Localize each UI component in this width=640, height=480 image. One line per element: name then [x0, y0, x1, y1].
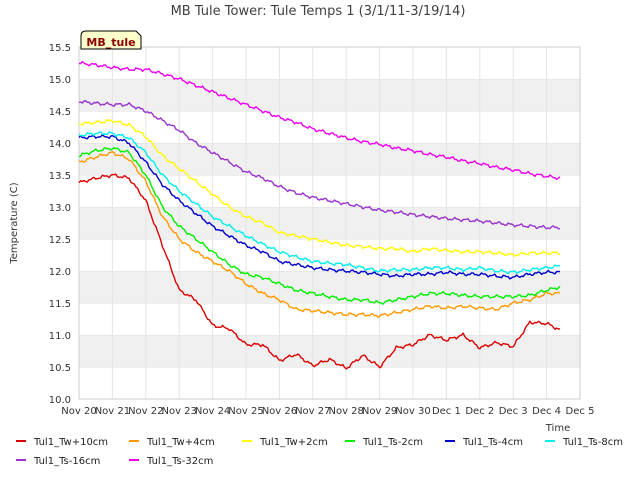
plot-frame [78, 46, 581, 400]
grid-band [79, 367, 580, 399]
y-tick-label: 10.5 [49, 363, 71, 374]
y-tick-label: 14.0 [49, 139, 71, 150]
series-line-tul1-ts-2cm [78, 146, 561, 305]
y-tick-label: 10.0 [49, 395, 71, 406]
legend-label-tul1-ts-8cm: Tul1_Ts-8cm [562, 437, 623, 448]
y-tick-label: 11.5 [49, 299, 71, 310]
x-tick-label: Nov 25 [228, 406, 263, 417]
y-tick-label: 15.5 [49, 43, 71, 54]
grid-band [79, 47, 580, 79]
legend-label-tul1-tw-4cm: Tul1_Tw+4cm [146, 437, 215, 448]
x-tick-label: Dec 3 [499, 406, 528, 417]
station-tag: MB_tule [80, 30, 142, 50]
legend-label-tul1-ts-32cm: Tul1_Ts-32cm [146, 456, 213, 467]
y-tick-label: 15.0 [49, 75, 71, 86]
x-tick-label: Nov 22 [128, 406, 163, 417]
series-line-tul1-tw-4cm [78, 150, 561, 318]
grid-band [79, 79, 580, 111]
series-line-tul1-ts-16cm [78, 100, 561, 230]
x-tick-label: Nov 26 [262, 406, 297, 417]
legend-label-tul1-ts-2cm: Tul1_Ts-2cm [362, 437, 423, 448]
x-tick-label: Nov 20 [61, 406, 96, 417]
x-tick-label: Dec 4 [532, 406, 561, 417]
grid-band [79, 239, 580, 271]
x-tick-label: Nov 30 [395, 406, 430, 417]
y-tick-label: 11.0 [49, 331, 71, 342]
legend: Tul1_Tw+10cm Tul1_Tw+4cm Tul1_Tw+2cm Tul1_T… [16, 437, 623, 467]
series-line-tul1-ts-8cm [78, 131, 561, 275]
grid-band [79, 303, 580, 335]
x-tick-label: Nov 23 [161, 406, 196, 417]
series-line-tul1-tw-10cm [78, 173, 561, 370]
y-axis-ticks: 10.0 10.5 11.0 11.5 12.0 12.5 13.0 13.5 14.0 14.5… [49, 43, 71, 406]
x-tick-label: Nov 29 [362, 406, 397, 417]
series-line-tul1-ts-4cm [78, 133, 561, 280]
x-tick-label: Dec 5 [566, 406, 595, 417]
grid-band [79, 335, 580, 367]
legend-label-tul1-ts-4cm: Tul1_Ts-4cm [462, 437, 523, 448]
x-tick-label: Nov 21 [95, 406, 130, 417]
legend-label-tul1-tw-10cm: Tul1_Tw+10cm [33, 437, 108, 448]
series-line-tul1-tw-2cm [79, 118, 561, 257]
station-tag-box [80, 30, 142, 50]
x-tick-label: Nov 27 [295, 406, 330, 417]
y-axis-label: Temperature (C) [9, 182, 20, 264]
legend-label-tul1-tw-2cm: Tul1_Tw+2cm [259, 437, 328, 448]
grid-band [79, 111, 580, 143]
grid-band [79, 143, 580, 175]
y-tick-label: 12.5 [49, 235, 71, 246]
chart-title: MB Tule Tower: Tule Temps 1 (3/1/11-3/19… [171, 4, 466, 19]
x-axis-label: Time [545, 423, 570, 434]
y-tick-label: 14.5 [49, 107, 71, 118]
x-tick-label: Nov 24 [195, 406, 230, 417]
x-tick-label: Dec 2 [465, 406, 494, 417]
x-tick-label: Dec 1 [432, 406, 461, 417]
station-tag-label: MB_tule [86, 36, 135, 49]
series-line-tul1-ts-32cm [79, 60, 561, 181]
x-tick-label: Nov 28 [328, 406, 363, 417]
y-tick-label: 13.0 [49, 203, 71, 214]
y-tick-label: 12.0 [49, 267, 71, 278]
grid-bands [79, 46, 580, 399]
series-lines [78, 60, 561, 370]
y-tick-label: 13.5 [49, 171, 71, 182]
legend-label-tul1-ts-16cm: Tul1_Ts-16cm [33, 456, 100, 467]
